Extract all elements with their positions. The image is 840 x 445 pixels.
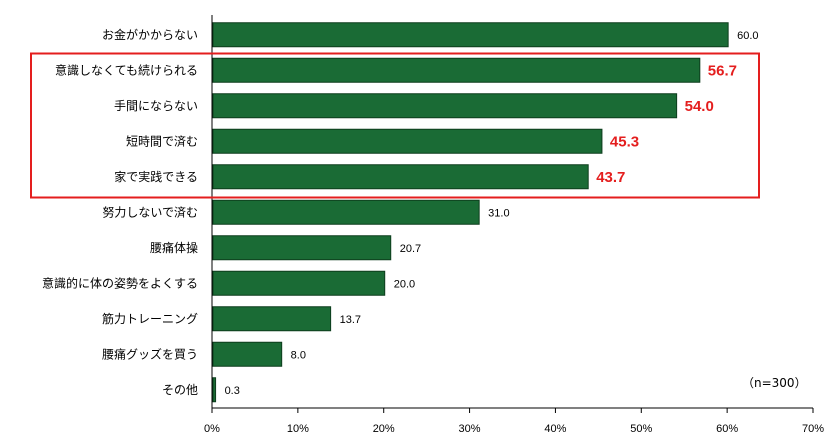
bar [212,199,480,225]
sample-size-note: （n=300） [742,376,807,390]
x-tick-label: 0% [204,423,220,435]
value-label: 20.0 [394,278,415,290]
category-label: 家で実践できる [114,169,198,184]
bar [212,128,603,154]
value-label: 60.0 [737,30,758,42]
bar [212,164,589,190]
value-label: 43.7 [596,169,625,186]
category-label: 短時間で済む [126,133,198,148]
bar [212,235,392,261]
value-label: 20.7 [400,243,421,255]
x-axis: 0% 10% 20% 30% 40% 50% 60% 70% [204,15,824,435]
value-label: 56.7 [708,62,737,79]
bar [212,57,701,83]
value-label: 8.0 [291,349,306,361]
category-label: 努力しないで済む [102,204,198,219]
category-label: 手間にならない [114,99,198,113]
bar [212,22,729,48]
value-label: 54.0 [685,98,714,115]
category-label: 腰痛グッズを買う [102,346,198,361]
value-label: 45.3 [610,133,639,150]
category-label: 意識的に体の姿勢をよくする [42,275,198,290]
x-tick-label: 50% [630,423,652,435]
x-tick-label: 40% [544,423,566,435]
x-tick-label: 20% [373,423,395,435]
bar [212,306,332,332]
bars-layer [212,22,729,403]
highlight-box [30,52,760,199]
x-tick-label: 60% [716,423,738,435]
category-label: お金がかからない [102,27,198,42]
category-label: 腰痛体操 [150,240,198,255]
category-label: 意識しなくても続けられる [55,62,198,77]
bar [212,270,386,296]
value-label: 13.7 [340,314,361,326]
category-label: 筋力トレーニング [102,311,198,326]
labels-layer: お金がかからない 60.0 意識しなくても続けられる 56.7 手間にならない 54.0 短… [42,27,759,397]
bar [212,93,678,119]
x-tick-label: 30% [459,423,481,435]
value-label: 31.0 [488,207,509,219]
x-tick-label: 10% [287,423,309,435]
category-label: その他 [162,383,198,397]
bar [212,341,283,367]
bar [212,377,217,403]
x-tick-label: 70% [802,423,824,435]
value-label: 0.3 [225,385,240,397]
